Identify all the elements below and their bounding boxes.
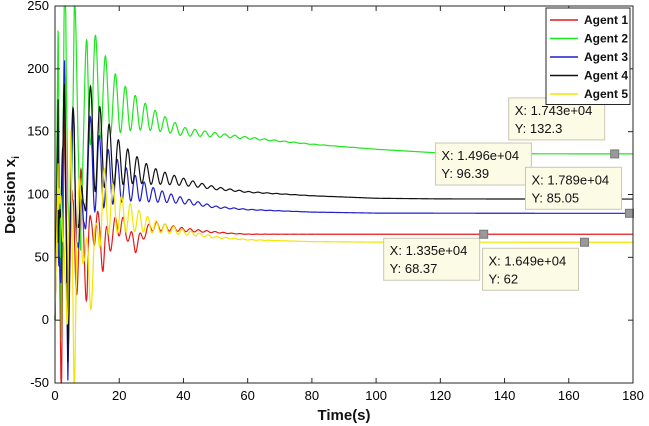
x-tick-label: 20 xyxy=(112,388,126,403)
legend-entry-5: Agent 5 xyxy=(584,87,628,101)
y-axis-label: Decision xi xyxy=(2,156,22,234)
legend-entry-4: Agent 4 xyxy=(584,69,628,83)
x-tick-label: 0 xyxy=(51,388,58,403)
y-tick-label: 150 xyxy=(27,124,49,139)
datatip-y: Y: 96.39 xyxy=(441,166,489,181)
datatip-x: X: 1.335e+04 xyxy=(390,243,468,258)
datatip[interactable]: X: 1.335e+04 Y: 68.37 xyxy=(383,229,489,281)
legend-entry-2: Agent 2 xyxy=(584,32,628,46)
x-tick-label: 160 xyxy=(558,388,580,403)
datatip-y: Y: 85.05 xyxy=(531,190,579,205)
datatip-marker[interactable] xyxy=(624,208,634,218)
datatip-box xyxy=(482,247,580,291)
legend-entry-1: Agent 1 xyxy=(584,13,628,27)
x-axis-ticks: 0 20 40 60 80 100 120 140 160 180 xyxy=(51,6,644,403)
y-tick-label: 50 xyxy=(35,249,49,264)
datatip-y: Y: 62 xyxy=(489,271,519,286)
y-axis-label-subscript: i xyxy=(11,156,22,159)
x-tick-label: 120 xyxy=(429,388,451,403)
y-tick-label: 250 xyxy=(27,0,49,13)
x-tick-label: 60 xyxy=(240,388,254,403)
datatip[interactable]: X: 1.496e+04 Y: 96.39 xyxy=(434,142,540,204)
datatip[interactable]: X: 1.649e+04 Y: 62 xyxy=(482,237,590,291)
datatip-x: X: 1.649e+04 xyxy=(489,253,567,268)
series-line-1 xyxy=(54,77,633,384)
datatip-marker[interactable] xyxy=(610,149,620,159)
y-axis-label-main: Decision x xyxy=(2,158,19,234)
datatip-y: Y: 132.3 xyxy=(515,121,563,136)
datatip-layer: X: 1.335e+04Y: 68.37X: 1.649e+04Y: 62X: … xyxy=(383,97,634,291)
y-tick-label: 100 xyxy=(27,187,49,202)
x-axis-label: Time(s) xyxy=(317,407,370,424)
y-axis-ticks: -50 0 50 100 150 200 250 xyxy=(27,0,633,390)
x-tick-label: 100 xyxy=(365,388,387,403)
datatip-marker[interactable] xyxy=(479,229,489,239)
y-tick-label: -50 xyxy=(30,375,49,390)
y-tick-label: 200 xyxy=(27,61,49,76)
datatip-x: X: 1.743e+04 xyxy=(515,103,593,118)
x-tick-label: 140 xyxy=(494,388,516,403)
y-tick-label: 0 xyxy=(42,312,49,327)
datatip-y: Y: 68.37 xyxy=(390,261,438,276)
datatip-marker[interactable] xyxy=(580,237,590,247)
datatip-x: X: 1.789e+04 xyxy=(531,172,609,187)
datatip[interactable]: X: 1.789e+04 Y: 85.05 xyxy=(524,166,634,218)
datatip-x: X: 1.496e+04 xyxy=(441,148,519,163)
legend-entry-3: Agent 3 xyxy=(584,50,628,64)
x-tick-label: 180 xyxy=(622,388,644,403)
series-layer xyxy=(54,5,633,384)
datatip-box xyxy=(383,237,481,281)
series-line-3 xyxy=(54,60,633,381)
datatip-box xyxy=(434,142,532,186)
series-line-2 xyxy=(54,5,633,342)
datatip-box xyxy=(524,166,622,210)
x-tick-label: 40 xyxy=(176,388,190,403)
x-tick-label: 80 xyxy=(305,388,319,403)
legend: Agent 1 Agent 2 Agent 3 Agent 4 Agent 5 xyxy=(545,7,631,105)
series-line-5 xyxy=(54,129,633,384)
